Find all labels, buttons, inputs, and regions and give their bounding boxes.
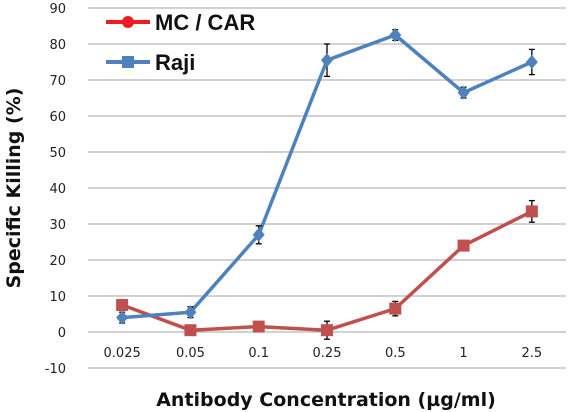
y-axis-title: Specific Killing (%) xyxy=(3,88,25,289)
legend-marker xyxy=(122,56,134,68)
data-point xyxy=(525,55,538,69)
data-point xyxy=(116,310,129,325)
y-tick-label: 10 xyxy=(49,290,66,305)
data-point xyxy=(252,320,265,333)
data-point xyxy=(116,299,129,311)
y-tick-label: 20 xyxy=(49,254,66,269)
x-tick-label: 1 xyxy=(459,346,467,361)
data-point xyxy=(457,85,470,100)
series-2 xyxy=(116,28,538,325)
data-point xyxy=(321,53,333,68)
series-line xyxy=(122,33,533,320)
y-tick-label: -10 xyxy=(45,362,66,377)
x-tick-label: 0.1 xyxy=(248,346,269,361)
y-tick-label: 90 xyxy=(49,2,66,17)
data-point xyxy=(457,239,470,252)
data-point xyxy=(525,205,538,218)
data-point xyxy=(321,324,333,337)
x-axis-title: Antibody Concentration (µg/ml) xyxy=(156,389,496,411)
x-axis-ticks: 0.025 0.05 0.1 0.25 0.5 1 2.5 xyxy=(104,346,543,361)
data-point xyxy=(389,28,402,42)
legend: MC / CAR Raji xyxy=(106,10,255,75)
grid-lines xyxy=(88,7,566,369)
y-tick-label: 40 xyxy=(49,182,66,197)
legend-label: MC / CAR xyxy=(155,10,255,35)
y-tick-label: 80 xyxy=(49,38,66,53)
legend-marker xyxy=(122,16,134,28)
legend-label: Raji xyxy=(155,50,195,75)
data-point xyxy=(389,302,402,315)
y-tick-label: 70 xyxy=(49,74,66,89)
data-point xyxy=(252,227,265,242)
x-tick-label: 0.25 xyxy=(313,346,342,361)
x-tick-label: 0.5 xyxy=(385,346,406,361)
series-layer xyxy=(116,28,538,340)
x-tick-label: 0.05 xyxy=(176,346,205,361)
legend-item: MC / CAR xyxy=(106,10,255,35)
series-1 xyxy=(116,199,538,340)
data-point xyxy=(184,305,197,320)
y-axis-ticks: -10 0 10 20 30 40 50 60 70 80 90 xyxy=(45,2,66,377)
legend-item: Raji xyxy=(106,50,195,75)
data-point xyxy=(184,324,197,337)
y-tick-label: 0 xyxy=(58,326,66,341)
x-tick-label: 2.5 xyxy=(522,346,543,361)
x-tick-label: 0.025 xyxy=(104,346,141,361)
y-tick-label: 60 xyxy=(49,110,66,125)
y-tick-label: 50 xyxy=(49,146,66,161)
y-tick-label: 30 xyxy=(49,218,66,233)
